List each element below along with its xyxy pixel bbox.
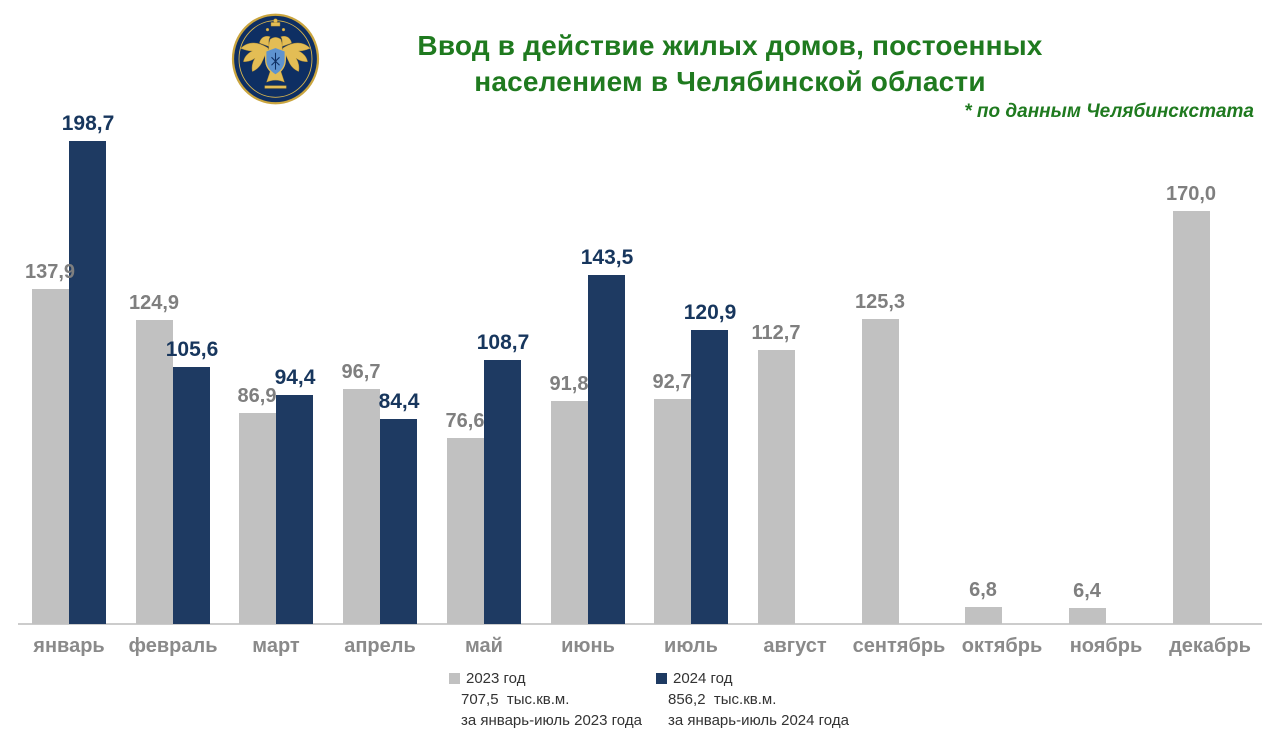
rosstat-emblem-icon: [231, 13, 320, 105]
month-group: 91,8 143,5 июнь: [549, 140, 634, 657]
legend-item-2023: 2023 год 707,5 тыс.кв.м. за январь-июль …: [449, 668, 642, 731]
value-label-2024: 198,7: [61, 112, 115, 135]
legend-period: за январь-июль 2024 года: [668, 712, 849, 729]
month-group: 6,4 ноябрь: [1069, 140, 1143, 657]
bar-2023: [551, 401, 588, 624]
x-axis-line: [18, 623, 1262, 625]
bar-2024: [691, 330, 728, 624]
value-label-2024: 143,5: [580, 246, 634, 269]
month-group: 125,3 сентябрь: [853, 140, 946, 657]
bar-2024: [588, 275, 625, 624]
value-label-2024: 120,9: [683, 301, 737, 324]
month-group: 112,7 август: [752, 140, 832, 657]
source-note: * по данным Челябинскстата: [964, 101, 1254, 122]
legend-volume: 707,5 тыс.кв.м.: [461, 691, 570, 708]
month-group: 96,7 84,4 апрель: [341, 140, 420, 657]
month-label: апрель: [344, 635, 416, 657]
value-label-2023: 86,9: [237, 385, 277, 407]
bar-2024: [276, 395, 313, 624]
legend-period: за январь-июль 2023 года: [461, 712, 642, 729]
month-group: 92,7 120,9 июль: [652, 140, 737, 657]
month-label: июль: [664, 635, 718, 657]
chart-title-line2: населением в Челябинской области: [474, 66, 986, 97]
value-label-2023: 124,9: [128, 292, 180, 314]
month-label: октябрь: [961, 635, 1043, 657]
value-label-2023: 92,7: [652, 371, 692, 393]
value-label-2023: 91,8: [549, 373, 589, 395]
value-label-2023: 76,6: [445, 410, 485, 432]
month-label: ноябрь: [1069, 635, 1143, 657]
bar-2024: [173, 367, 210, 624]
bar-2023: [654, 399, 691, 624]
month-label: декабрь: [1169, 635, 1251, 657]
bar-2023: [965, 607, 1002, 624]
rosstat-logo: [231, 12, 320, 106]
month-label: июнь: [561, 635, 615, 657]
month-group: 76,6 108,7 май: [445, 140, 530, 657]
bar-2023: [343, 389, 380, 624]
chart-title-line1: Ввод в действие жилых домов, постоенных: [417, 30, 1043, 61]
month-group: 86,9 94,4 март: [237, 140, 316, 657]
value-label-2023: 6,4: [1073, 580, 1101, 602]
value-label-2023: 170,0: [1165, 183, 1217, 205]
bar-2023: [447, 438, 484, 624]
month-label: август: [763, 635, 827, 657]
month-group: 137,9 198,7 январь: [25, 112, 114, 657]
value-label-2023: 112,7: [751, 322, 801, 344]
month-group: 6,8 октябрь: [962, 140, 1043, 657]
legend-year-label: 2023 год: [466, 670, 526, 687]
bar-2023: [1069, 608, 1106, 624]
value-label-2024: 94,4: [274, 366, 316, 389]
legend-swatch: [449, 673, 460, 684]
month-label: март: [252, 635, 300, 657]
bar-2024: [484, 360, 521, 624]
bar-2023: [32, 289, 69, 624]
legend-volume: 856,2 тыс.кв.м.: [668, 691, 777, 708]
value-label-2023: 137,9: [24, 261, 76, 283]
bar-2023: [136, 320, 173, 624]
month-label: май: [465, 635, 503, 657]
value-label-2024: 84,4: [378, 390, 420, 413]
value-label-2023: 6,8: [969, 579, 997, 601]
month-group: 124,9 105,6 февраль: [129, 140, 219, 657]
month-label: сентябрь: [852, 635, 946, 657]
legend-year-label: 2024 год: [673, 670, 733, 687]
month-group: 170,0 декабрь: [1166, 140, 1251, 657]
value-label-2024: 105,6: [165, 338, 219, 361]
value-label-2023: 96,7: [341, 361, 381, 383]
month-label: февраль: [128, 635, 218, 657]
value-label-2023: 125,3: [854, 291, 906, 313]
legend-swatch: [656, 673, 667, 684]
bar-2023: [862, 319, 899, 624]
legend-item-2024: 2024 год 856,2 тыс.кв.м. за январь-июль …: [656, 668, 849, 731]
value-label-2024: 108,7: [476, 331, 530, 354]
bar-2024: [380, 419, 417, 624]
bar-2023: [758, 350, 795, 624]
bar-2024: [69, 141, 106, 624]
bar-2023: [1173, 211, 1210, 624]
bar-2023: [239, 413, 276, 624]
legend: 2023 год 707,5 тыс.кв.м. за январь-июль …: [0, 668, 1280, 734]
month-label: январь: [33, 635, 105, 657]
plot-area: 137,9 198,7 январь 124,9 105,6 февраль 8…: [25, 112, 1251, 657]
chart-title: Ввод в действие жилых домов, постоенных …: [330, 28, 1130, 100]
